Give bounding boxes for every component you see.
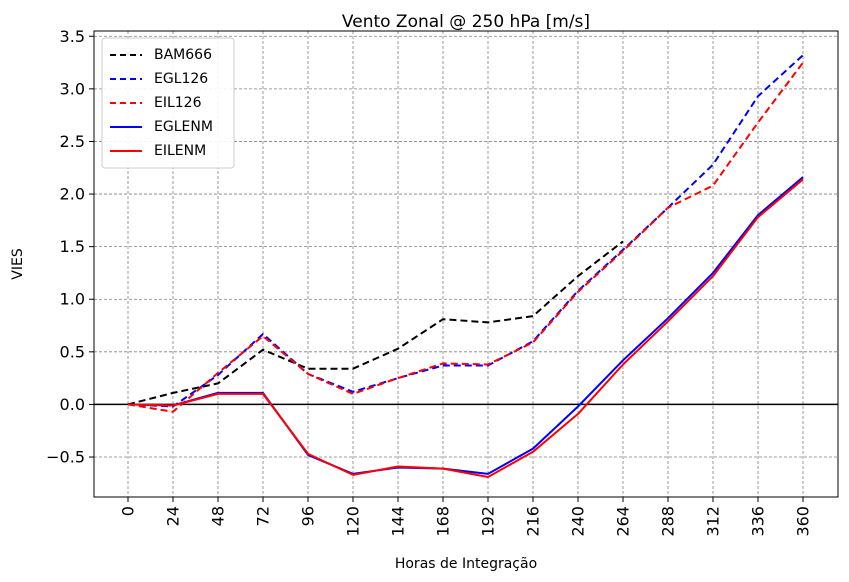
chart-title: Vento Zonal @ 250 hPa [m/s]	[342, 12, 590, 32]
x-tick-label: 0	[119, 506, 138, 516]
y-tick-label: 3.0	[60, 79, 85, 98]
x-tick-label: 360	[794, 506, 813, 537]
series-lines	[127, 54, 804, 478]
y-tick-label: 1.5	[60, 237, 85, 256]
series-line-eil126	[127, 61, 804, 413]
x-tick-label: 144	[389, 506, 408, 537]
legend-label: BAM666	[154, 47, 212, 63]
x-axis-title: Horas de Integração	[395, 556, 537, 572]
y-tick-label: 0.0	[60, 395, 85, 414]
y-tick-label: 3.5	[60, 27, 85, 46]
x-tick-label: 96	[299, 506, 318, 526]
x-tick-label: 216	[524, 506, 543, 537]
x-tick-label: 48	[209, 506, 228, 526]
y-tick-label: −0.5	[46, 448, 85, 467]
y-tick-label: 2.5	[60, 132, 85, 151]
grid	[94, 31, 838, 497]
legend-label: EGL126	[154, 71, 208, 87]
x-tick-label: 120	[344, 506, 363, 537]
x-tick-label: 240	[569, 506, 588, 537]
x-tick-label: 192	[479, 506, 498, 537]
x-tick-label: 264	[614, 506, 633, 537]
x-tick-label: 288	[659, 506, 678, 537]
x-tick-label: 24	[164, 506, 183, 526]
legend-label: EIL126	[154, 95, 202, 111]
y-tick-label: 2.0	[60, 185, 85, 204]
legend-label: EGLENM	[154, 119, 213, 135]
axis-ticks: 0 24 48 72 96 120 144 168 192 216 240 264 288 312 336 3…	[46, 27, 812, 537]
series-line-eglenm	[127, 176, 804, 475]
series-line-egl126	[127, 54, 804, 408]
y-tick-label: 1.0	[60, 290, 85, 309]
legend: BAM666 EGL126 EIL126 EGLENM EILENM	[101, 37, 235, 169]
legend-label: EILENM	[154, 143, 206, 159]
legend-box	[101, 37, 235, 169]
x-tick-label: 312	[704, 506, 723, 537]
y-axis-title: VIES	[10, 248, 26, 280]
y-tick-label: 0.5	[60, 342, 85, 361]
series-line-bam666	[127, 240, 624, 406]
series-line-eilenm	[127, 178, 804, 478]
x-tick-label: 336	[749, 506, 768, 537]
x-tick-label: 72	[254, 506, 273, 526]
x-tick-label: 168	[434, 506, 453, 537]
plot-frame	[93, 30, 839, 498]
